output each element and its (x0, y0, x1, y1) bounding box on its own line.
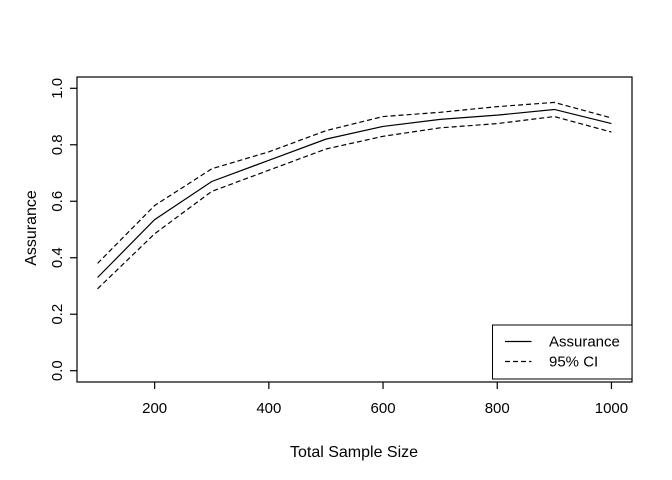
y-axis: 0.0 0.2 0.4 0.6 0.8 1.0 (49, 78, 77, 381)
y-tick-label: 0.6 (49, 191, 66, 212)
legend-box (492, 324, 633, 380)
y-tick-label: 1.0 (49, 78, 66, 99)
data-series (97, 101, 612, 290)
x-axis-title: Total Sample Size (290, 444, 418, 461)
x-axis: 200 400 600 800 1000 (142, 382, 628, 417)
series-line-95-ci-upper (97, 101, 612, 264)
x-tick-label: 800 (485, 400, 510, 417)
legend-label-assurance: Assurance (549, 334, 620, 351)
legend-label-95ci: 95% CI (549, 354, 598, 371)
y-axis-title: Assurance (23, 190, 40, 266)
x-tick-label: 1000 (595, 400, 628, 417)
legend: Assurance 95% CI (492, 324, 633, 380)
y-tick-label: 0.0 (49, 360, 66, 381)
series-line-95-ci-lower (97, 115, 612, 290)
x-tick-label: 600 (371, 400, 396, 417)
x-tick-label: 200 (142, 400, 167, 417)
x-tick-label: 400 (256, 400, 281, 417)
y-tick-label: 0.8 (49, 134, 66, 155)
plot-border (76, 76, 633, 383)
y-tick-label: 0.2 (49, 304, 66, 325)
y-tick-label: 0.4 (49, 247, 66, 268)
series-line-assurance (97, 108, 612, 278)
